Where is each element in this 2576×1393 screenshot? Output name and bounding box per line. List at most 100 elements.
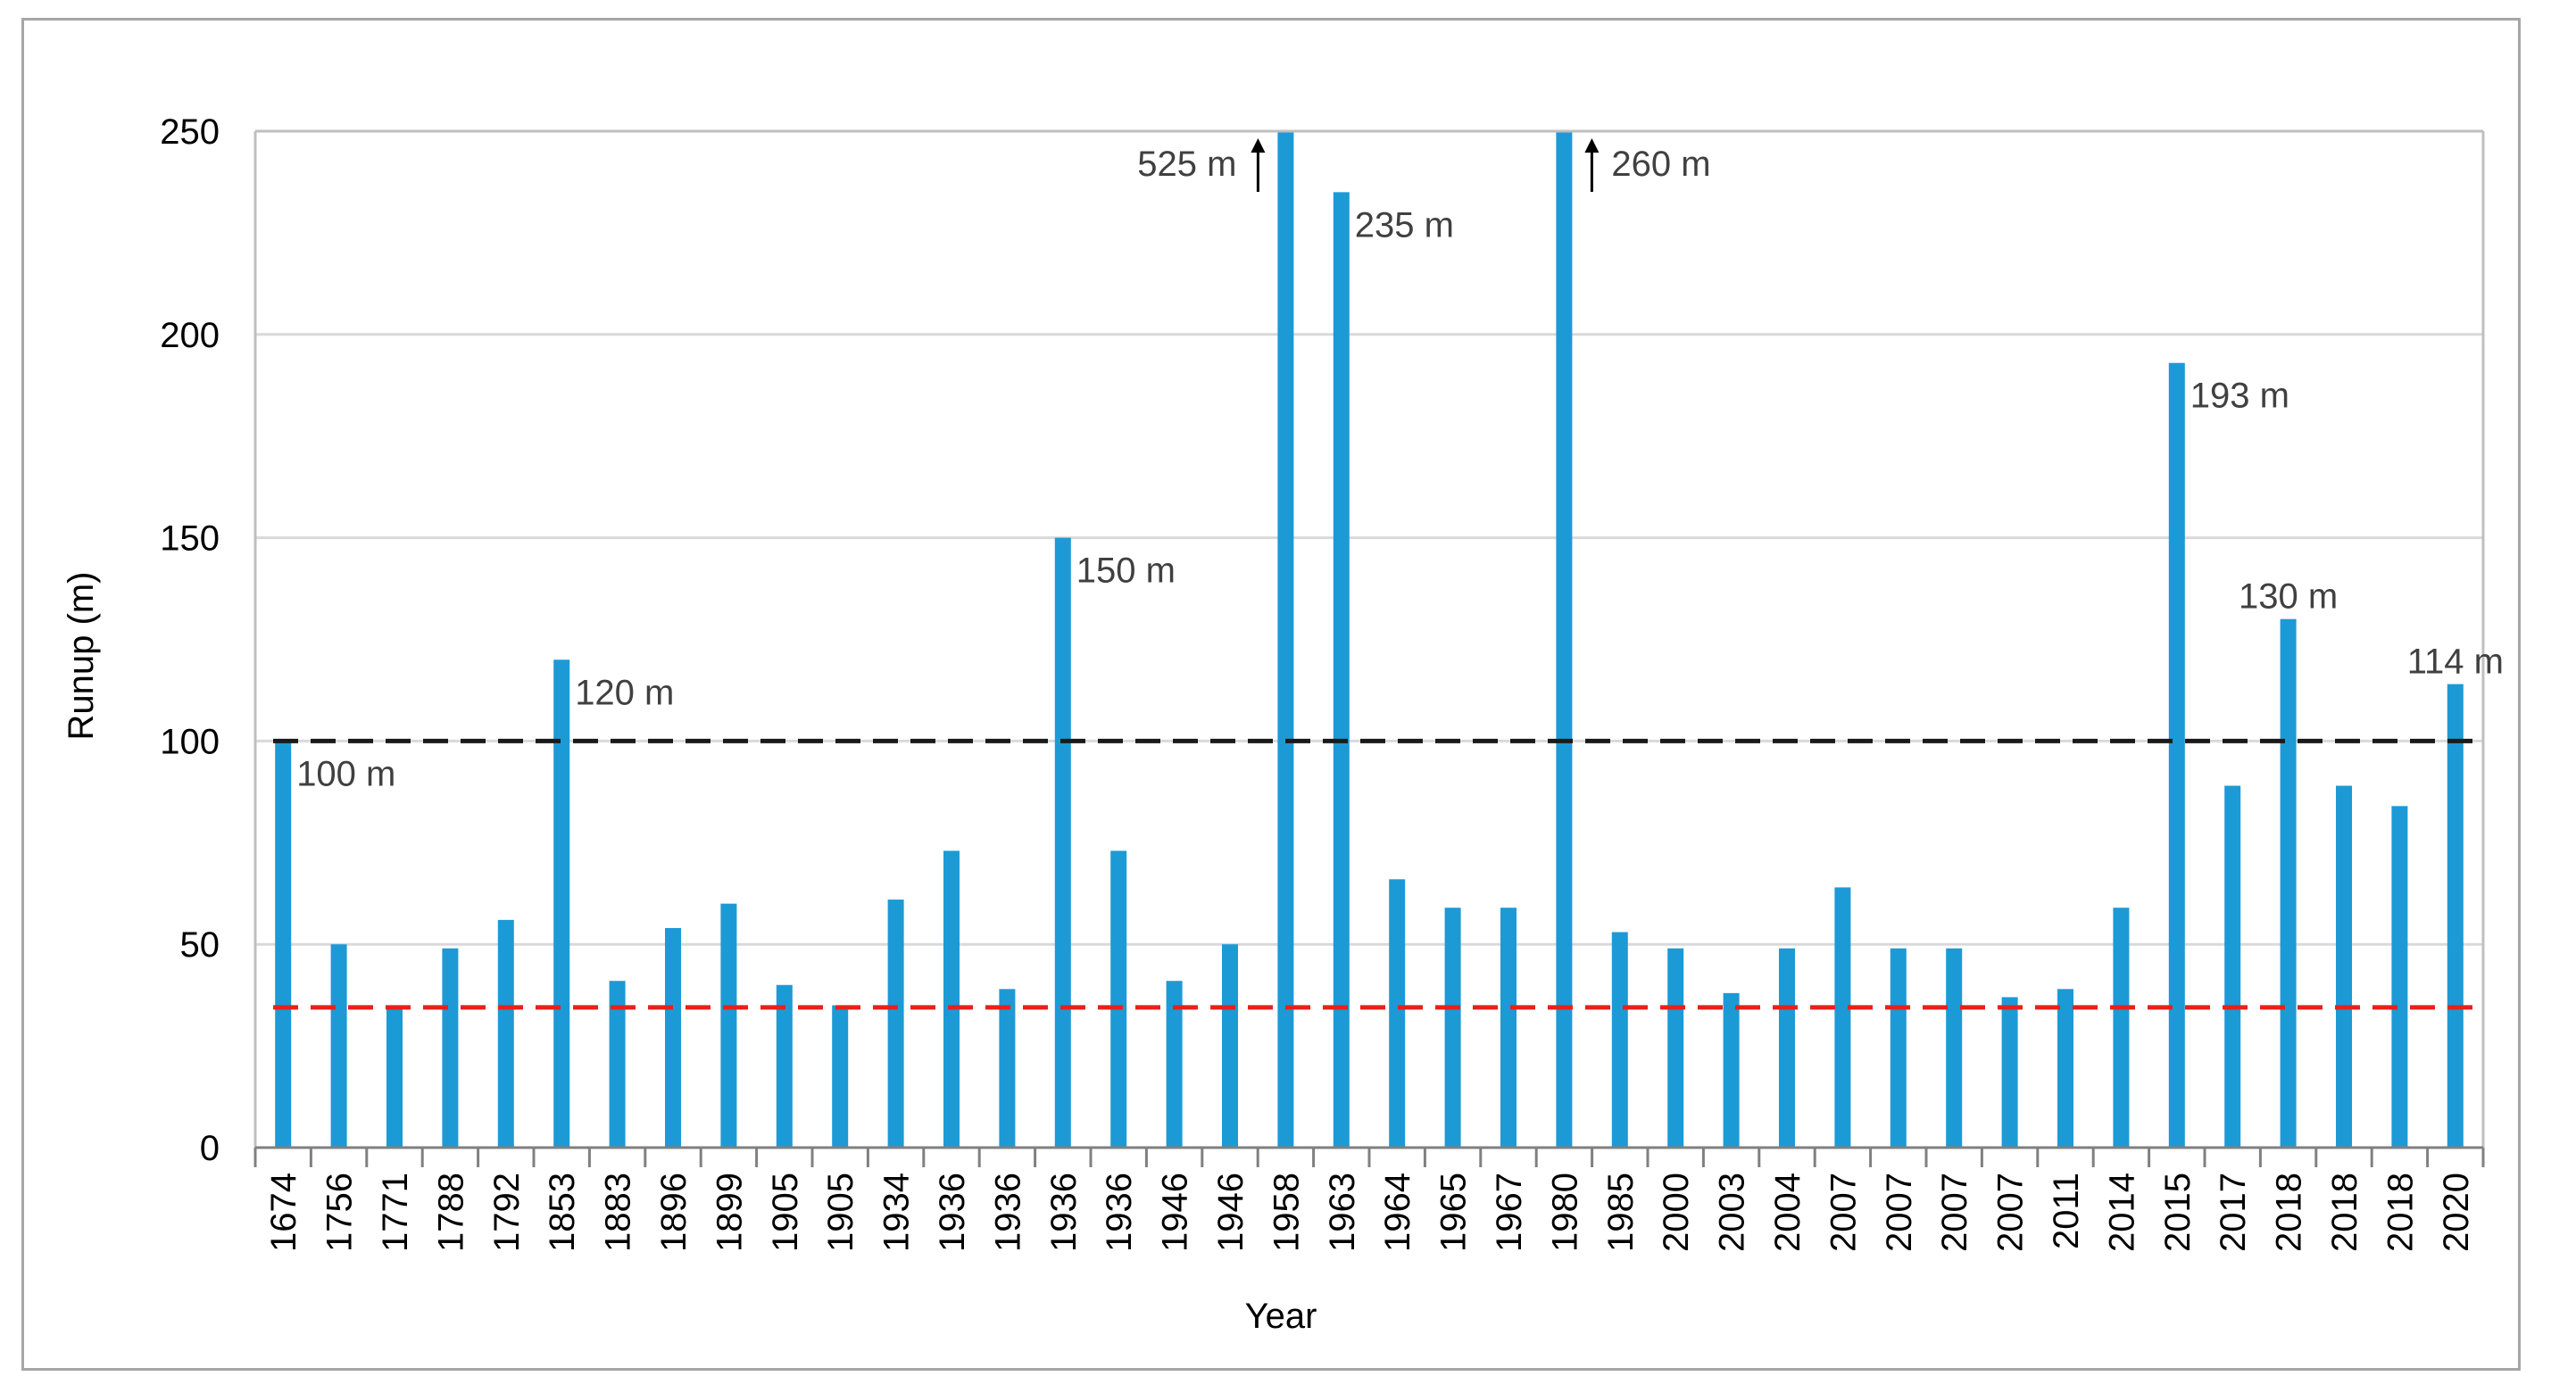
y-tick-label: 200: [160, 316, 220, 355]
bar: [2168, 362, 2185, 1148]
bar: [442, 948, 459, 1148]
overflow-arrow-head: [1584, 138, 1600, 153]
axes: [253, 129, 2485, 1167]
value-annotation: 114 m: [2407, 643, 2504, 682]
bar: [943, 850, 960, 1148]
x-tick-label: 1980: [1545, 1173, 1584, 1252]
value-annotation: 235 m: [1355, 205, 1454, 245]
y-tick-label: 250: [160, 112, 220, 152]
bar: [1166, 981, 1183, 1148]
x-tick-label: 1674: [264, 1173, 303, 1252]
bar: [2280, 618, 2297, 1148]
x-tick-label: 1788: [431, 1173, 470, 1252]
bar: [2447, 684, 2464, 1148]
x-tick-label: 2007: [1991, 1173, 2031, 1252]
y-tick-label: 100: [160, 722, 220, 761]
bar: [497, 919, 514, 1148]
x-tick-label: 2014: [2102, 1173, 2141, 1252]
x-tick-label: 2007: [1824, 1173, 1863, 1252]
x-tick-label: 2011: [2047, 1173, 2086, 1249]
value-annotation: 260 m: [1611, 145, 1710, 184]
bar: [1779, 948, 1795, 1148]
y-tick-label: 50: [180, 925, 220, 965]
x-tick-label: 2017: [2214, 1173, 2253, 1252]
reference-lines: [273, 738, 2476, 1010]
bar: [1222, 944, 1238, 1148]
bar: [1890, 948, 1907, 1148]
bar: [1500, 908, 1517, 1148]
bar: [1556, 131, 1573, 1148]
bar: [1444, 908, 1461, 1148]
bar: [1110, 850, 1127, 1148]
x-tick-label: 1963: [1323, 1173, 1362, 1252]
bar: [776, 984, 793, 1148]
x-tick-label: 2000: [1657, 1173, 1696, 1252]
x-tick-label: 2020: [2437, 1173, 2476, 1252]
x-tick-label: 1946: [1156, 1173, 1195, 1252]
value-annotation: 120 m: [575, 673, 674, 712]
bars: [275, 131, 2464, 1148]
x-tick-label: 2018: [2381, 1173, 2420, 1252]
bar: [1333, 192, 1350, 1148]
bar: [2224, 785, 2241, 1148]
bar: [386, 1005, 403, 1148]
bar: [720, 903, 737, 1148]
value-annotation: 525 m: [1137, 145, 1236, 184]
x-tick-label: 1792: [487, 1173, 527, 1252]
bar: [2113, 908, 2130, 1148]
x-tick-label: 1965: [1434, 1173, 1474, 1252]
x-tick-label: 1964: [1378, 1173, 1417, 1252]
x-tick-label: 2004: [1768, 1173, 1807, 1252]
x-tick-label: 1934: [877, 1173, 917, 1252]
bar: [1723, 992, 1740, 1148]
x-tick-label: 1946: [1211, 1173, 1251, 1252]
x-tick-label: 1936: [1100, 1173, 1139, 1252]
x-tick-label: 1896: [654, 1173, 694, 1252]
annotations: 100 m 120 m 150 m 525 m 235 m 260 m 193 m 130 m…: [296, 138, 2504, 793]
bar: [1054, 537, 1071, 1148]
value-annotation: 130 m: [2239, 577, 2338, 617]
bar: [1389, 879, 1406, 1148]
x-tick-label: 2007: [1935, 1173, 1974, 1252]
bar: [330, 944, 347, 1148]
bar: [999, 989, 1016, 1148]
x-tick-label: 1853: [543, 1173, 582, 1252]
bar: [2057, 989, 2073, 1148]
y-axis-title: Runup (m): [62, 572, 101, 741]
bar: [2336, 785, 2352, 1148]
chart-frame: [21, 18, 2521, 1371]
x-tick-label: 1905: [766, 1173, 805, 1252]
bar: [1667, 948, 1684, 1148]
bar: [665, 927, 681, 1148]
bar: [609, 981, 626, 1148]
x-tick-label: 1756: [320, 1173, 360, 1252]
bar: [275, 741, 292, 1148]
x-tick-label: 1905: [821, 1173, 860, 1252]
x-tick-label: 2015: [2158, 1173, 2198, 1252]
gridlines: [255, 129, 2483, 946]
x-tick-label: 1936: [1044, 1173, 1084, 1252]
y-tick-label: 150: [160, 519, 220, 559]
x-tick-label: 2007: [1880, 1173, 1919, 1252]
x-axis-title: Year: [1245, 1297, 1317, 1336]
x-tick-labels: 1674 1756 1771 1788 1792 1853 1883 1896 1899 1905…: [264, 1173, 2476, 1252]
x-tick-label: 1985: [1601, 1173, 1641, 1252]
x-tick-label: 1967: [1490, 1173, 1529, 1252]
bar: [1277, 131, 1294, 1148]
x-tick-label: 1899: [710, 1173, 749, 1252]
x-tick-label: 1958: [1267, 1173, 1306, 1252]
x-tick-label: 1936: [933, 1173, 972, 1252]
x-tick-label: 1883: [599, 1173, 638, 1252]
value-annotation: 150 m: [1076, 551, 1176, 591]
bar: [1834, 887, 1851, 1148]
bar: [1611, 932, 1628, 1148]
x-tick-label: 2018: [2270, 1173, 2309, 1252]
bar: [553, 659, 570, 1148]
x-tick-label: 2003: [1713, 1173, 1752, 1252]
x-tick-label: 1936: [988, 1173, 1027, 1252]
bar: [1946, 948, 1963, 1148]
bar: [2001, 997, 2018, 1148]
bar: [2391, 806, 2408, 1148]
value-annotation: 100 m: [296, 754, 395, 793]
